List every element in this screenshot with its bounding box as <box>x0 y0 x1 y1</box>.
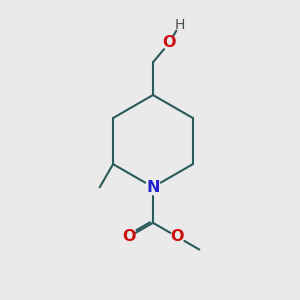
Text: O: O <box>122 230 135 244</box>
Text: N: N <box>146 180 160 195</box>
Text: O: O <box>163 35 176 50</box>
Text: O: O <box>171 230 184 244</box>
Text: H: H <box>174 18 185 32</box>
